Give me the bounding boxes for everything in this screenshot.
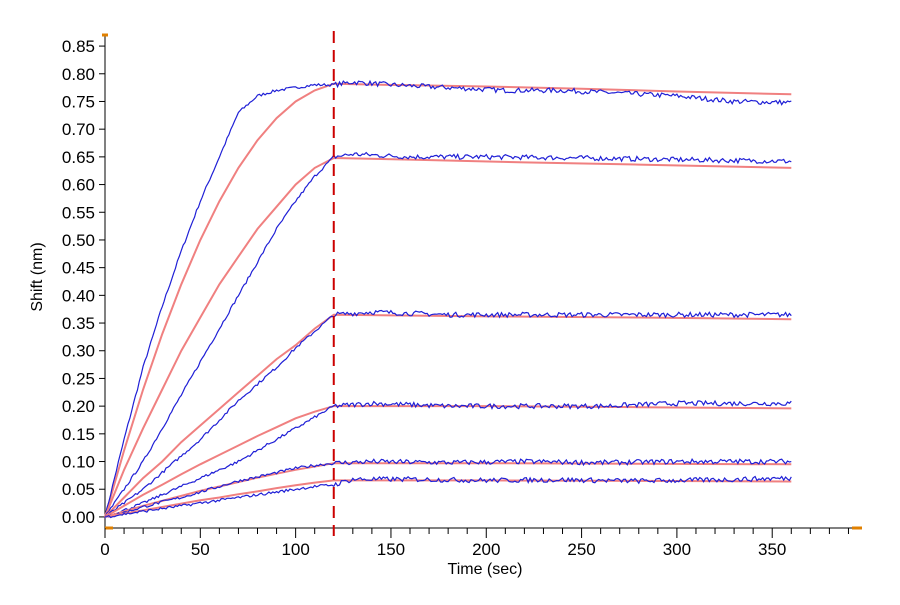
y-tick-label: 0.60 bbox=[62, 176, 95, 195]
y-tick-label: 0.25 bbox=[62, 369, 95, 388]
x-axis-title: Time (sec) bbox=[448, 561, 523, 578]
data-trace-3 bbox=[104, 309, 792, 518]
y-tick-label: 0.75 bbox=[62, 92, 95, 111]
y-tick-label: 0.65 bbox=[62, 148, 95, 167]
x-tick-label: 100 bbox=[281, 540, 309, 559]
y-tick-label: 0.50 bbox=[62, 231, 95, 250]
y-tick-label: 0.00 bbox=[62, 508, 95, 527]
y-tick-label: 0.20 bbox=[62, 397, 95, 416]
fit-curve-5 bbox=[104, 462, 792, 518]
y-tick-label: 0.70 bbox=[62, 120, 95, 139]
x-tick-label: 200 bbox=[472, 540, 500, 559]
fit-curve-3 bbox=[104, 313, 792, 518]
y-tick-label: 0.55 bbox=[62, 203, 95, 222]
data-trace-5 bbox=[104, 457, 792, 518]
y-tick-label: 0.80 bbox=[62, 65, 95, 84]
x-tick-label: 150 bbox=[377, 540, 405, 559]
x-tick-label: 300 bbox=[663, 540, 691, 559]
x-tick-label: 50 bbox=[191, 540, 210, 559]
x-tick-label: 250 bbox=[567, 540, 595, 559]
y-tick-label: 0.10 bbox=[62, 453, 95, 472]
fit-curve-2 bbox=[104, 156, 792, 518]
fit-curve-6 bbox=[104, 479, 792, 518]
y-tick-label: 0.05 bbox=[62, 480, 95, 499]
y-tick-label: 0.15 bbox=[62, 425, 95, 444]
y-tick-label: 0.85 bbox=[62, 37, 95, 56]
data-trace-1 bbox=[104, 79, 792, 519]
data-trace-6 bbox=[104, 475, 792, 519]
series-group bbox=[104, 31, 792, 536]
data-trace-4 bbox=[104, 399, 792, 518]
x-tick-label: 0 bbox=[100, 540, 109, 559]
y-tick-label: 0.30 bbox=[62, 342, 95, 361]
y-axis-title: Shift (nm) bbox=[29, 242, 46, 311]
fit-curve-4 bbox=[104, 405, 792, 518]
axes: 0 50 100 150 200 250 300 350 0.00 0.05 0.10 0.15 0.2… bbox=[62, 33, 862, 559]
y-tick-label: 0.45 bbox=[62, 259, 95, 278]
data-trace-2 bbox=[104, 151, 792, 519]
x-tick-label: 350 bbox=[758, 540, 786, 559]
y-tick-label: 0.40 bbox=[62, 286, 95, 305]
y-tick-label: 0.35 bbox=[62, 314, 95, 333]
fit-curve-1 bbox=[104, 82, 792, 518]
